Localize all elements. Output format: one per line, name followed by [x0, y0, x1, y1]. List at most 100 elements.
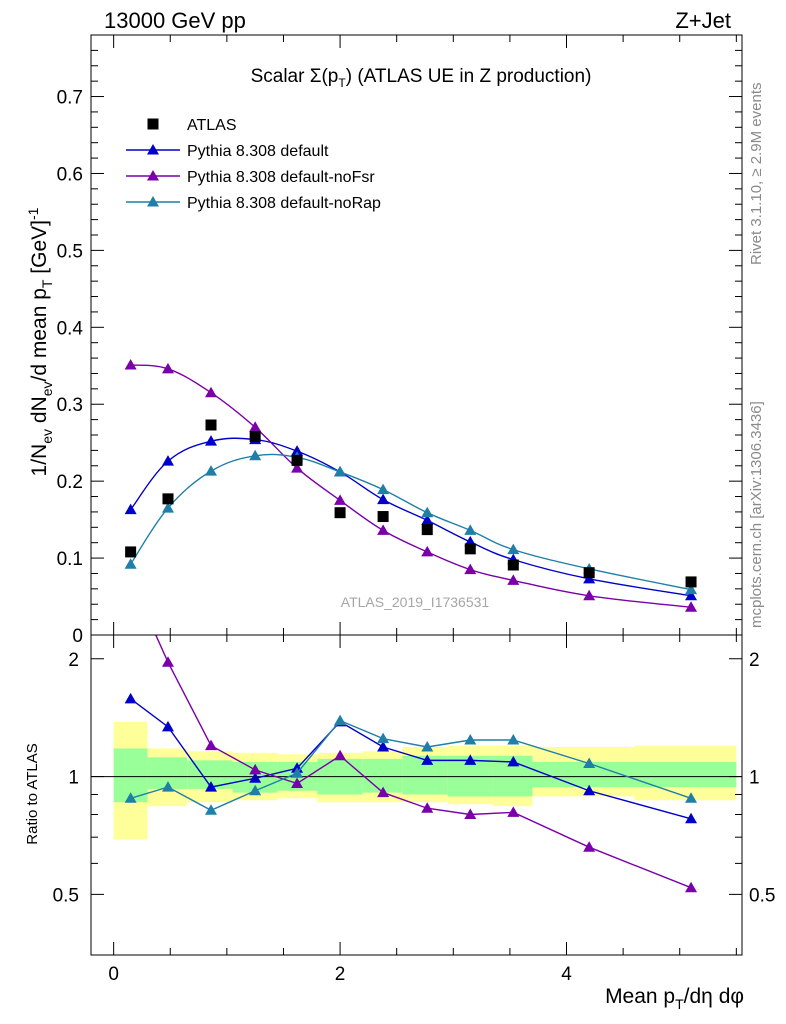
ratio-ytick-label-1: 1	[68, 768, 79, 789]
data-point-11	[685, 576, 697, 588]
ratio-0-point-6	[377, 741, 390, 752]
ratio-1-point-6	[377, 786, 390, 798]
data-point-7	[421, 524, 433, 536]
ratio-0-point-7	[421, 754, 434, 765]
ytick-label-2: 0.2	[57, 472, 83, 493]
series-main-2	[124, 449, 698, 595]
analysis-label: ATLAS_2019_I1736531	[341, 594, 490, 610]
data-point-10	[583, 567, 595, 579]
legend-label-0: ATLAS	[187, 117, 237, 134]
series-1-point-8	[464, 563, 477, 575]
ytick-label-0: 0	[72, 626, 83, 647]
series-2-point-6	[377, 483, 390, 495]
data-point-8	[464, 543, 476, 555]
legend-marker-3	[147, 196, 159, 207]
series-2-point-3	[249, 449, 262, 461]
series-0-point-2	[205, 435, 218, 446]
mcplots-label: mcplots.cern.ch [arXiv:1306.3436]	[748, 401, 765, 628]
ylabel-s2: ev	[39, 381, 55, 396]
xlabel-p2: /dη dφ	[684, 985, 744, 1008]
header-left: 13000 GeV pp	[104, 8, 246, 33]
ratio-0-point-0	[124, 692, 137, 704]
xtick-label-2: 4	[561, 964, 572, 985]
ratio-ytick-label-2: 2	[68, 650, 79, 671]
series-1-point-10	[583, 589, 596, 601]
series-0-point-11	[685, 589, 698, 601]
ratio-0-point-2	[205, 781, 218, 792]
ylabel-s3: T	[39, 279, 55, 288]
ratio-2-point-1	[161, 781, 174, 792]
series-1-point-6	[377, 524, 390, 535]
ratio-ytick-label-right-2: 2	[749, 650, 760, 671]
series-2-point-11	[685, 583, 698, 595]
chart-title: Scalar Σ(pT) (ATLAS UE in Z production)	[251, 66, 592, 90]
data-point-0	[125, 546, 137, 558]
legend-marker-2	[147, 170, 159, 181]
series-2-point-2	[205, 465, 218, 476]
series-0-point-0	[124, 503, 137, 515]
ytick-label-3: 0.3	[57, 395, 83, 416]
series-1-point-4	[291, 462, 304, 473]
ratio-0-point-9	[507, 755, 520, 767]
legend-marker-0	[147, 118, 159, 130]
main-panel: 0 0.1 0.2 0.3 0.4 0.5 0.6 0.7	[57, 34, 743, 647]
series-1-point-1	[161, 362, 174, 374]
series-2-point-0	[124, 558, 137, 569]
ylabel-p2: dN	[28, 396, 51, 429]
legend-label-3: Pythia 8.308 default-noRap	[187, 195, 381, 212]
series-0-point-1	[161, 455, 174, 466]
ratio-1-point-2	[205, 739, 218, 751]
ytick-label-5: 0.5	[57, 241, 83, 262]
data-points	[125, 419, 697, 588]
series-0-point-4	[291, 445, 304, 456]
ratio-1-point-9	[507, 806, 520, 817]
ratio-1-point-10	[583, 841, 596, 852]
ratio-y-axis-label: Ratio to ATLAS	[24, 743, 41, 844]
title-suffix: ) (ATLAS UE in Z production)	[346, 66, 592, 87]
band-inner-10	[532, 761, 635, 788]
ratio-0-point-3	[249, 772, 262, 783]
ytick-label-7: 0.7	[57, 88, 83, 109]
data-point-9	[507, 559, 519, 571]
series-2-point-7	[421, 506, 434, 518]
series-1-point-2	[205, 386, 218, 398]
y-axis-label: 1/Nev dNev/d mean pT [GeV]-1	[25, 207, 55, 476]
ratio-0-point-8	[464, 754, 477, 765]
xlabel-p1: Mean p	[605, 985, 675, 1008]
xtick-label-1: 2	[335, 964, 346, 985]
ylabel-p1: 1/N	[28, 444, 51, 477]
ytick-label-1: 0.1	[57, 549, 83, 570]
x-axis-label: Mean pT/dη dφ	[605, 985, 744, 1012]
ratio-2-point-8	[464, 734, 477, 745]
ratio-1-point-1	[161, 656, 174, 667]
ratio-1-point-4	[291, 777, 304, 789]
ratio-line-0	[130, 698, 692, 820]
series-1-point-7	[421, 545, 434, 557]
ratio-1-point-8	[464, 808, 477, 819]
rivet-label: Rivet 3.1.10, ≥ 2.9M events	[748, 83, 765, 266]
ratio-2-point-5	[334, 714, 347, 726]
series-0-point-6	[377, 493, 390, 505]
data-point-4	[291, 454, 303, 466]
series-ratio-1	[155, 635, 698, 893]
band-inner-6	[362, 758, 403, 793]
data-point-2	[205, 419, 217, 431]
ylabel-p4: [GeV]	[28, 220, 51, 280]
ratio-ytick-label-right-1: 1	[749, 768, 760, 789]
legend-label-1: Pythia 8.308 default	[187, 143, 329, 160]
legend: ATLAS Pythia 8.308 default Pythia 8.308 de…	[126, 117, 381, 212]
series-main-1	[124, 359, 698, 612]
data-point-5	[334, 507, 346, 519]
title-prefix: Scalar Σ(p	[251, 66, 339, 87]
ratio-2-point-4	[291, 767, 304, 778]
ratio-0-point-10	[583, 784, 596, 796]
legend-marker-1	[147, 144, 159, 155]
ratio-2-point-3	[249, 784, 262, 796]
ylabel-p3: /d mean p	[28, 288, 51, 381]
series-1-point-11	[685, 601, 698, 612]
series-line-1	[130, 364, 692, 609]
ratio-2-point-6	[377, 732, 390, 744]
series-1-point-5	[334, 494, 347, 505]
ratio-2-point-11	[685, 792, 698, 803]
